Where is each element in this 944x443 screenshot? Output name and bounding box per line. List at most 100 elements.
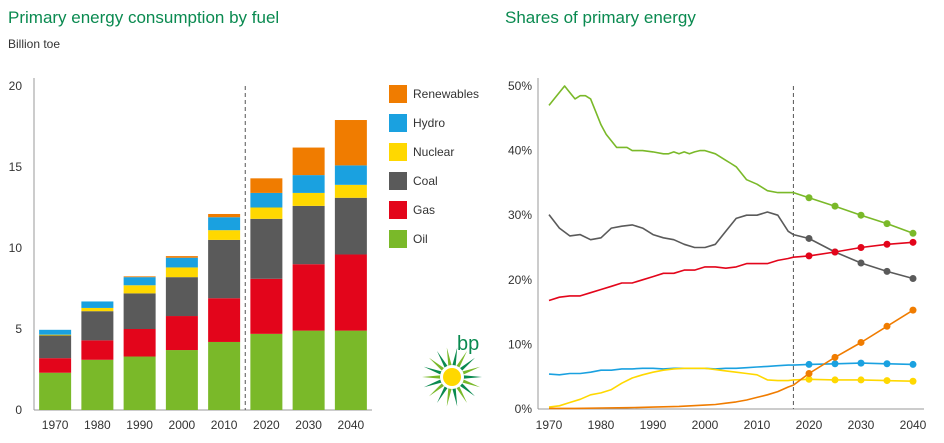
stacked-bar-chart: 0 5 10 15 20 1970 1980 1990 2000 2010 2020 2030 2040 [9,78,372,432]
marker-oil-2020 [805,194,813,202]
bar-segment-oil-2020 [250,333,283,410]
logo-text: bp [457,333,479,355]
marker-renewables-2040 [909,306,917,314]
right-chart-title: Shares of primary energy [505,8,696,27]
marker-nuclear-2030 [857,376,865,384]
bar-segment-hydro-1970 [39,329,72,335]
legend-swatch-gas [389,201,407,219]
right-y-tick-label: 30% [508,208,532,222]
bar-segment-renewables-2010 [208,213,241,218]
marker-hydro-2030 [857,359,865,367]
marker-nuclear-2035 [883,377,891,385]
bar-segment-oil-2040 [334,330,367,410]
marker-renewables-2020 [805,369,813,377]
marker-nuclear-2025 [831,376,839,384]
marker-gas-2035 [883,240,891,248]
left-y-tick-label: 20 [9,79,23,93]
marker-gas-2030 [857,244,865,251]
legend-swatch-coal [389,172,407,190]
legend-label-coal: Coal [413,174,438,188]
line-series-renewables [549,309,914,410]
bar-segment-coal-2020 [250,218,283,279]
right-x-tick-label: 2020 [796,418,823,432]
marker-hydro-2040 [909,360,917,368]
right-y-tick-label: 0% [515,402,533,416]
logo-petal [429,382,445,397]
bar-segment-hydro-2030 [292,175,325,193]
marker-gas-2020 [805,252,813,260]
logo-center [443,368,461,386]
right-x-tick-label: 1980 [588,418,615,432]
bar-segment-renewables-2000 [165,256,198,258]
bar-segment-coal-1990 [123,293,156,329]
logo-petal [452,387,458,407]
bar-segment-nuclear-2000 [165,267,198,278]
logo-petal [461,366,481,375]
left-x-tick-label: 1990 [126,418,153,432]
logo-petal [455,385,467,403]
legend-swatch-nuclear [389,143,407,161]
bar-segment-oil-2000 [165,350,198,410]
left-x-tick-label: 2040 [338,418,365,432]
bar-segment-gas-1970 [39,358,72,373]
bar-segment-nuclear-2010 [208,230,241,240]
logo-petal [452,347,458,367]
bar-segment-nuclear-2020 [250,207,283,219]
bar-segment-gas-1980 [81,340,114,360]
bar-segment-oil-1980 [81,359,114,410]
marker-coal-2020 [805,234,813,242]
legend-label-gas: Gas [413,203,435,217]
bar-segment-coal-1980 [81,311,114,341]
legend-label-nuclear: Nuclear [413,145,454,159]
logo-petal [461,379,481,388]
marker-nuclear-2020 [805,375,813,383]
bar-segment-gas-2000 [165,316,198,351]
left-x-tick-label: 2020 [253,418,280,432]
right-x-tick-label: 1970 [536,418,563,432]
bar-segment-renewables-1990 [123,276,156,278]
right-x-tick-label: 2000 [692,418,719,432]
marker-oil-2025 [831,202,839,210]
left-y-tick-label: 0 [15,403,22,417]
legend-label-hydro: Hydro [413,116,445,130]
logo-petal [459,357,475,372]
left-x-tick-label: 2010 [211,418,238,432]
bar-segment-renewables-2040 [334,120,367,166]
right-x-tick-label: 2030 [848,418,875,432]
marker-gas-2025 [831,248,839,256]
bar-segment-coal-2000 [165,277,198,317]
marker-coal-2030 [857,259,865,267]
left-x-tick-label: 2000 [169,418,196,432]
bar-segment-nuclear-1980 [81,307,114,312]
right-x-tick-label: 2040 [900,418,927,432]
bp-logo: bp [422,333,482,407]
logo-petal [446,387,452,407]
right-y-tick-label: 50% [508,79,532,93]
bar-segment-gas-2040 [334,254,367,331]
marker-oil-2040 [909,229,917,237]
bar-segment-nuclear-1970 [39,334,72,336]
marker-coal-2040 [909,275,917,283]
right-x-tick-label: 1990 [640,418,667,432]
line-chart: 0% 10% 20% 30% 40% 50% 1970 1980 1990 2000 2010 202… [508,78,927,432]
marker-hydro-2020 [805,360,813,368]
marker-renewables-2035 [883,322,891,330]
legend-swatch-renewables [389,85,407,103]
bar-segment-coal-2040 [334,197,367,255]
line-series-nuclear [548,367,914,408]
bar-segment-gas-2010 [208,298,241,342]
logo-petal [429,357,445,372]
logo-petal [446,347,452,367]
legend-swatch-hydro [389,114,407,132]
bar-segment-coal-2030 [292,205,325,265]
bar-segment-renewables-2020 [250,178,283,193]
left-y-tick-label: 15 [9,160,23,174]
right-y-tick-label: 20% [508,273,532,287]
bar-segment-hydro-2040 [334,165,367,185]
bar-segment-hydro-1990 [123,277,156,286]
marker-renewables-2030 [857,338,865,346]
bar-segment-gas-1990 [123,329,156,357]
line-series-coal [548,211,914,280]
legend-swatch-oil [389,230,407,248]
